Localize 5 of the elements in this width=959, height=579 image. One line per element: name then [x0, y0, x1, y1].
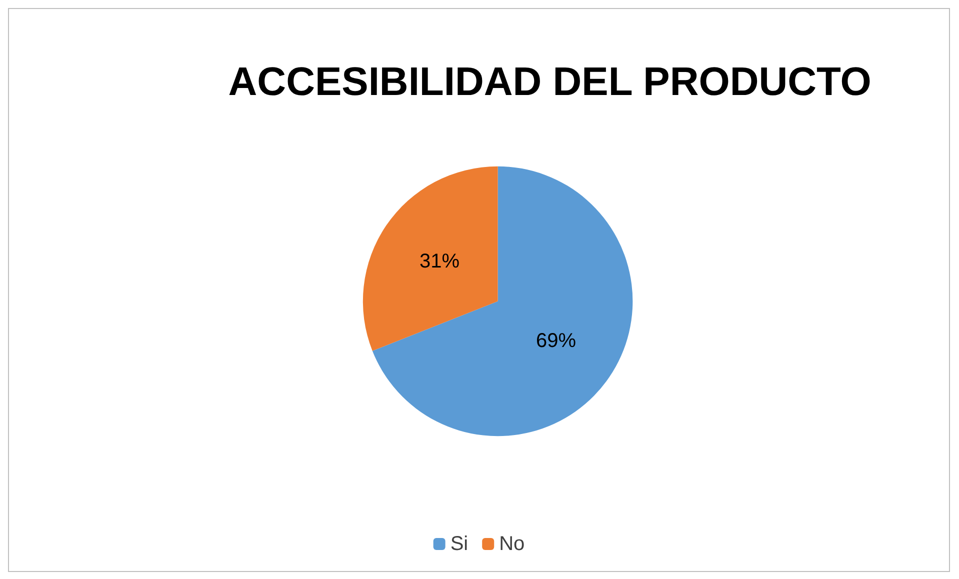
legend-label: No	[499, 533, 525, 555]
chart-title: ACCESIBILIDAD DEL PRODUCTO	[228, 60, 872, 104]
legend-label: Si	[450, 533, 468, 555]
data-label: 31%	[420, 250, 460, 273]
data-label: 69%	[536, 330, 576, 352]
